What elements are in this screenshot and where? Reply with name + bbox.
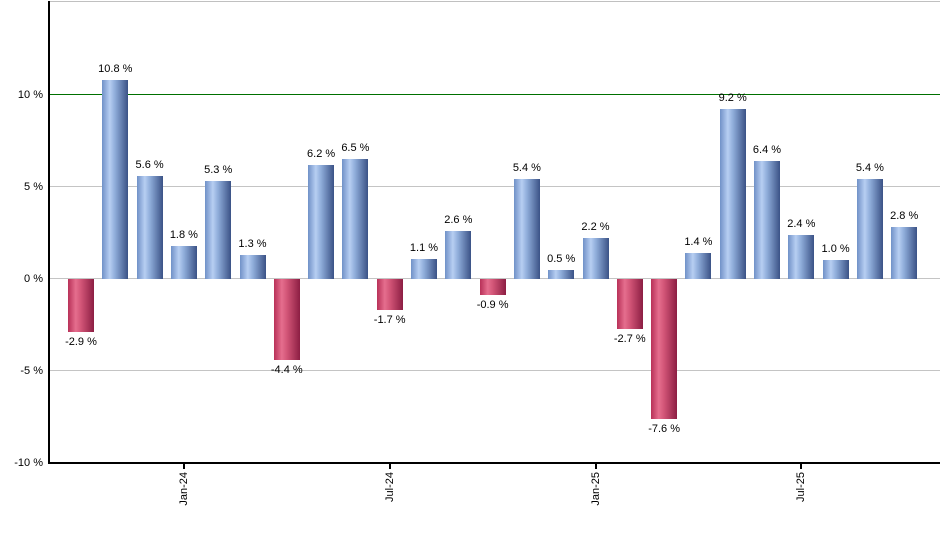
bar-value-label-jun-25: 6.4 % <box>752 143 782 156</box>
bar-dec-23[interactable] <box>136 175 163 279</box>
bar-mar-25[interactable] <box>651 278 678 419</box>
bar-value-label-feb-25: -2.7 % <box>613 332 646 345</box>
bar-oct-23[interactable] <box>68 278 94 333</box>
x-axis-label-jan-25: Jan-25 <box>589 472 602 506</box>
x-tick-jul-24 <box>388 464 391 469</box>
y-axis-label-0: 0 % <box>24 272 43 285</box>
bar-value-label-dec-23: 5.6 % <box>135 158 164 171</box>
x-tick-jul-25 <box>800 464 803 469</box>
bar-oct-24[interactable] <box>479 278 506 296</box>
plot-top-border <box>48 1 940 2</box>
x-tick-jan-24 <box>182 464 185 469</box>
bar-jul-24[interactable] <box>376 278 403 311</box>
bar-jun-24[interactable] <box>342 159 369 279</box>
bar-value-label-jun-24: 6.5 % <box>341 142 370 155</box>
bar-value-label-mar-25: -7.6 % <box>648 422 680 435</box>
bar-aug-25[interactable] <box>822 260 849 279</box>
bar-value-label-sep-24: 2.6 % <box>444 213 473 226</box>
bar-feb-24[interactable] <box>205 181 232 279</box>
x-axis <box>48 462 940 464</box>
y-axis-label-5: 5 % <box>24 180 43 193</box>
reference-line-10pct <box>50 93 940 96</box>
bar-jun-25[interactable] <box>754 160 780 279</box>
bar-value-label-jul-25: 2.4 % <box>787 217 816 230</box>
bar-value-label-mar-24: 1.3 % <box>238 237 267 250</box>
bar-may-25[interactable] <box>719 109 746 279</box>
bar-value-label-sep-25: 5.4 % <box>855 162 884 175</box>
bar-nov-24[interactable] <box>513 179 540 279</box>
y-axis <box>48 1 50 464</box>
bar-value-label-nov-23: 10.8 % <box>98 62 133 75</box>
gridline--5 <box>50 370 940 372</box>
bar-jul-25[interactable] <box>788 234 815 279</box>
bar-value-label-dec-24: 0.5 % <box>547 252 576 265</box>
bar-value-label-jul-24: -1.7 % <box>373 314 406 327</box>
x-axis-label-jul-25: Jul-25 <box>795 472 808 502</box>
bar-aug-24[interactable] <box>411 258 437 279</box>
bar-may-24[interactable] <box>308 164 335 279</box>
bar-apr-24[interactable] <box>273 278 300 360</box>
bar-value-label-feb-24: 5.3 % <box>204 164 233 177</box>
bar-nov-23[interactable] <box>102 79 129 279</box>
y-axis-label--10: -10 % <box>14 457 43 469</box>
gridline-5 <box>50 186 940 188</box>
bar-value-label-oct-24: -0.9 % <box>476 299 509 312</box>
bar-value-label-may-25: 9.2 % <box>718 92 747 105</box>
y-axis-label--5: -5 % <box>20 364 43 377</box>
bar-jan-25[interactable] <box>582 238 609 279</box>
bar-value-label-nov-24: 5.4 % <box>512 162 541 175</box>
bar-value-label-aug-25: 1.0 % <box>821 243 850 256</box>
bar-value-label-oct-23: -2.9 % <box>65 336 97 349</box>
bar-value-label-oct-25: 2.8 % <box>890 210 919 223</box>
bar-value-label-jan-25: 2.2 % <box>581 221 610 234</box>
x-axis-label-jul-24: Jul-24 <box>383 472 396 502</box>
bar-jan-24[interactable] <box>170 245 197 279</box>
y-axis-label-10: 10 % <box>17 88 43 101</box>
bar-value-label-aug-24: 1.1 % <box>409 241 439 254</box>
bar-mar-24[interactable] <box>239 254 266 279</box>
bar-sep-24[interactable] <box>445 230 472 279</box>
bar-oct-25[interactable] <box>891 227 918 279</box>
bar-dec-24[interactable] <box>548 269 575 279</box>
bar-value-label-apr-24: -4.4 % <box>270 363 303 376</box>
bar-sep-25[interactable] <box>856 179 883 279</box>
bar-value-label-jan-24: 1.8 % <box>169 228 198 241</box>
x-axis-label-jan-24: Jan-24 <box>177 472 190 506</box>
bar-value-label-may-24: 6.2 % <box>307 147 336 160</box>
x-tick-jan-25 <box>594 464 597 469</box>
bar-apr-25[interactable] <box>685 253 712 279</box>
bar-value-label-apr-25: 1.4 % <box>684 236 713 248</box>
bar-feb-25[interactable] <box>616 278 643 329</box>
